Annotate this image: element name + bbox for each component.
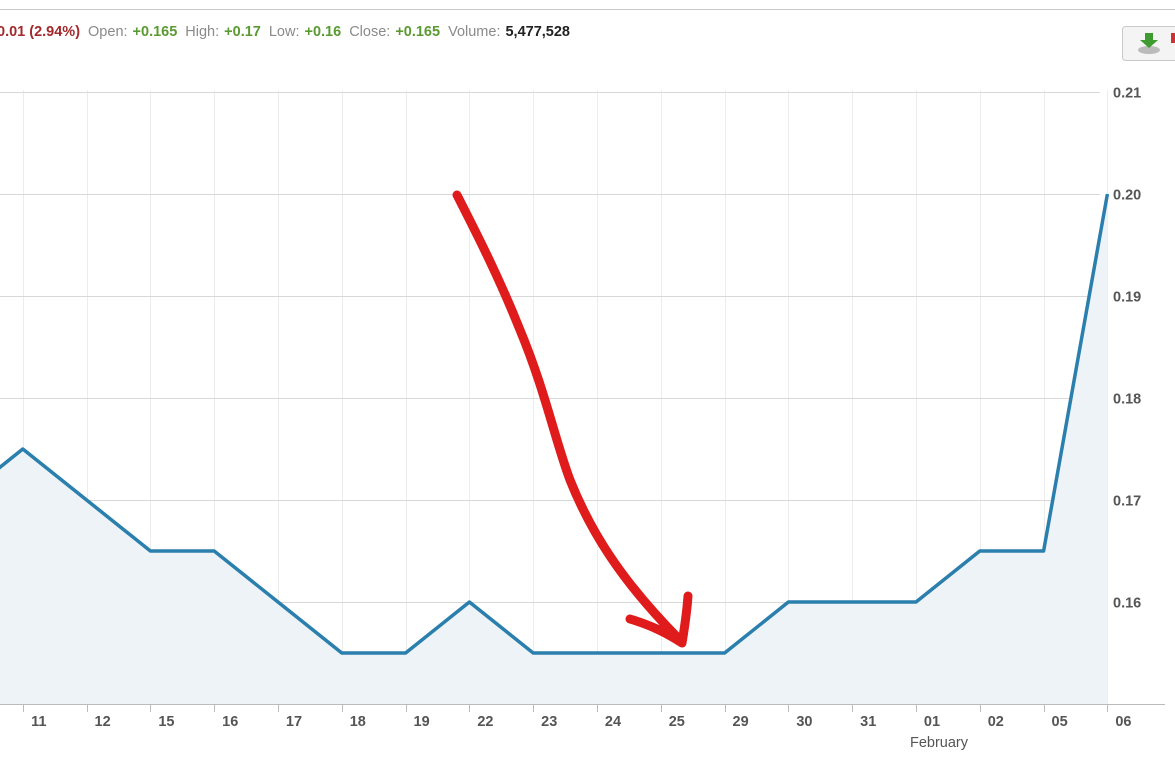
stat-value: +0.16 (304, 24, 342, 40)
change: 0.01 (2.94%) (0, 24, 81, 40)
stat-value: 5,477,528 (505, 24, 570, 40)
y-tick-label: 0.20 (1113, 188, 1141, 204)
x-tick-label: 31 (860, 714, 876, 730)
y-tick-label: 0.17 (1113, 494, 1141, 510)
x-tick-label: 29 (733, 714, 749, 730)
labels: 11 12 15 16 17 18 19 22 23 24 25 29 30 31 01 02 05 06 Febr… (31, 86, 1141, 752)
download-button[interactable] (1122, 26, 1175, 61)
y-tick-label: 0.18 (1113, 392, 1141, 408)
x-tick-label: 02 (988, 714, 1004, 730)
x-tick-label: 06 (1115, 714, 1131, 730)
x-tick-label: 12 (95, 714, 111, 730)
stat-label: High: (185, 24, 220, 40)
x-tick-label: 23 (541, 714, 557, 730)
x-tick-label: 17 (286, 714, 302, 730)
x-tick-label: 16 (222, 714, 238, 730)
stat-value: +0.165 (395, 24, 441, 40)
month-label: February (910, 735, 969, 751)
x-tick-label: 18 (350, 714, 366, 730)
stat-label: Low: (268, 24, 300, 40)
area-fill (0, 194, 1108, 704)
line (0, 193, 1110, 655)
quote-header: 0.01 (2.94%) Open: +0.165 High: +0.17 Lo… (0, 24, 570, 40)
y-tick-label: 0.16 (1113, 596, 1141, 612)
stat-label: Open: (88, 24, 128, 40)
x-tick-label: 11 (31, 714, 46, 730)
x-tick-label: 01 (924, 714, 940, 730)
x-tick-label: 05 (1052, 714, 1068, 730)
x-tick-label: 22 (477, 714, 493, 730)
stat-value: +0.165 (132, 24, 178, 40)
stat-label: Close: (349, 24, 391, 40)
y-tick-label: 0.21 (1113, 86, 1141, 102)
y-tick-label: 0.19 (1113, 290, 1141, 306)
x-tick-label: 24 (605, 714, 621, 730)
series (0, 193, 1110, 704)
stat-value: +0.17 (224, 24, 261, 40)
stat-label: Volume: (448, 24, 501, 40)
x-tick-label: 19 (414, 714, 430, 730)
arrow-annotation (452, 190, 693, 648)
x-tick-label: 15 (158, 714, 174, 730)
x-tick-label: 30 (796, 714, 812, 730)
x-tick-label: 25 (669, 714, 685, 730)
